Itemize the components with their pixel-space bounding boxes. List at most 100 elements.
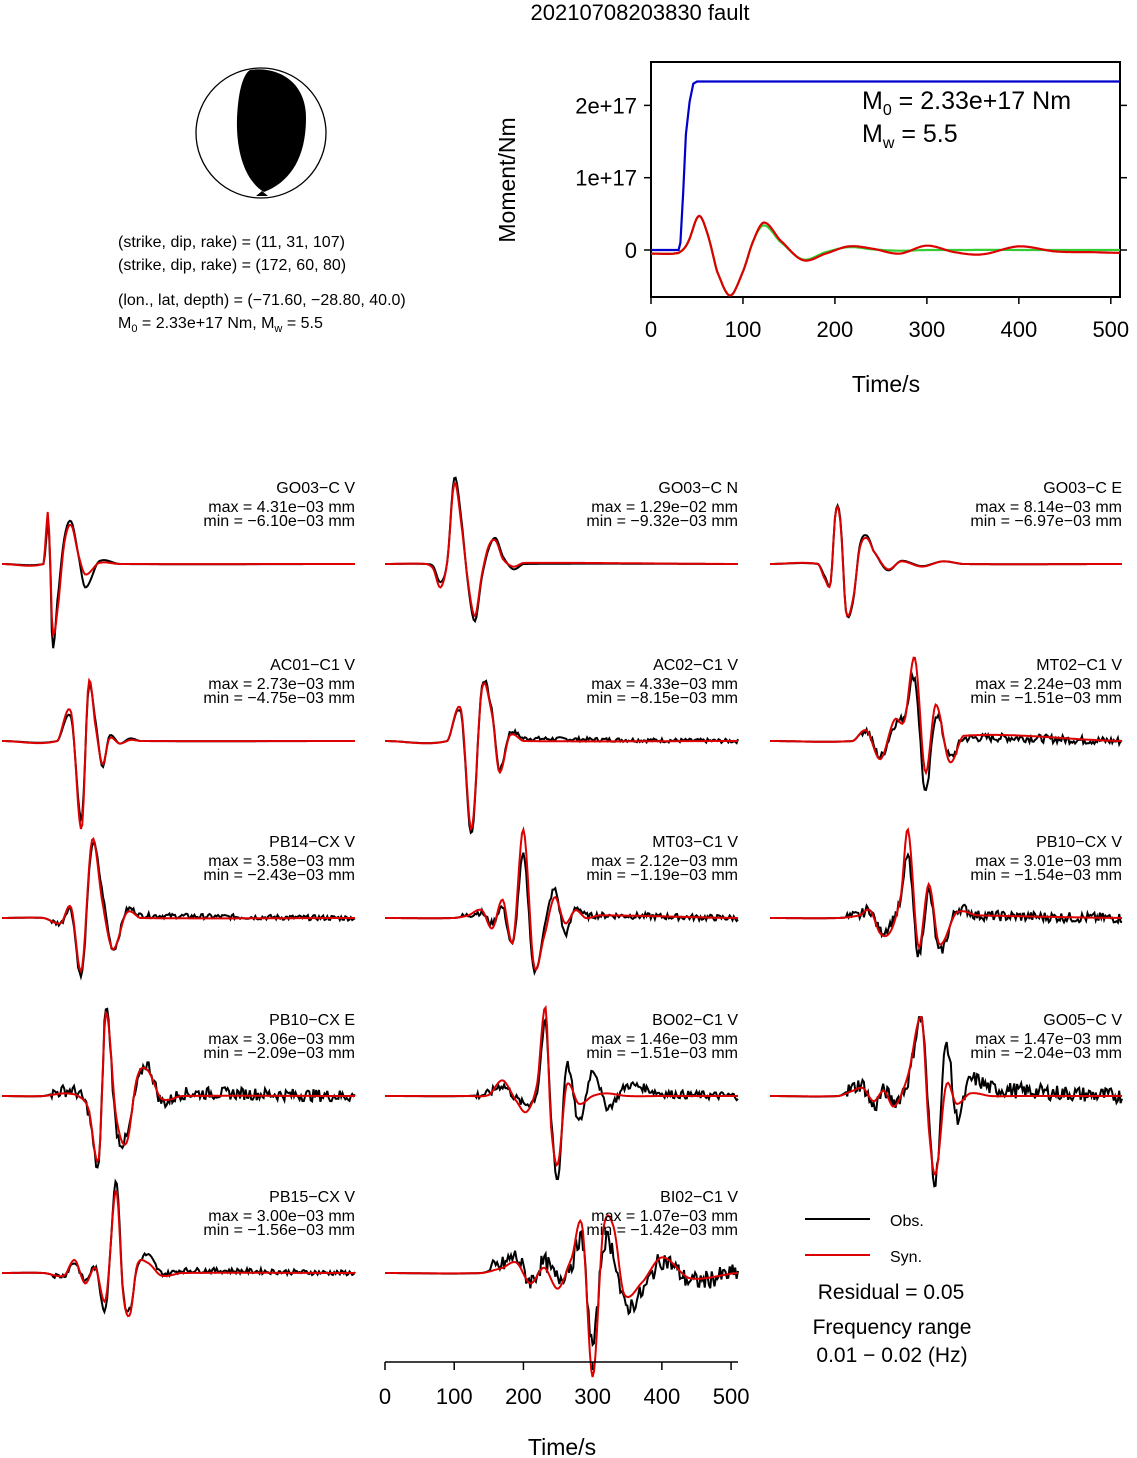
focal-info: (strike, dip, rake) = (11, 31, 107) (str… (118, 234, 406, 335)
residual-text: Residual = 0.05 (818, 1281, 965, 1304)
figure-title: 20210708203830 fault (531, 0, 750, 25)
station-name: PB14−CX V (269, 834, 355, 851)
moment-series (651, 80, 1120, 297)
synthetic-trace (385, 1004, 738, 1167)
station-max: max = 1.46e−03 mm (591, 1031, 738, 1048)
waveform-x-tick-label: 300 (574, 1384, 611, 1409)
waveform-x-tick-label: 400 (644, 1384, 681, 1409)
synthetic-trace (770, 1015, 1122, 1176)
synthetic-trace (385, 1214, 739, 1378)
station-min: min = −1.42e−03 mm (586, 1222, 738, 1239)
station-name: AC02−C1 V (653, 657, 738, 674)
synthetic-trace (385, 681, 738, 831)
station-min: min = −4.75e−03 mm (203, 690, 355, 707)
moment-x-tick-label: 100 (725, 317, 762, 342)
station-min: min = −6.97e−03 mm (970, 513, 1122, 530)
moment-x-tick-label: 500 (1092, 317, 1129, 342)
waveform-x-tick-label: 500 (713, 1384, 750, 1409)
synthetic-trace (770, 656, 1122, 776)
station-min: min = −1.54e−03 mm (970, 867, 1122, 884)
moment-x-tick-label: 200 (817, 317, 854, 342)
station-name: PB10−CX V (1036, 834, 1122, 851)
station-max: max = 4.31e−03 mm (208, 499, 355, 516)
synthetic-trace (2, 677, 355, 830)
moment-y-tick-label: 1e+17 (575, 166, 637, 191)
station-min: min = −9.32e−03 mm (586, 513, 738, 530)
station-max: max = 8.14e−03 mm (975, 499, 1122, 516)
station-name: PB15−CX V (269, 1189, 355, 1206)
waveform-x-tick-label: 0 (379, 1384, 391, 1409)
station-min: min = −1.51e−03 mm (970, 690, 1122, 707)
station-name: AC01−C1 V (270, 657, 355, 674)
focal-moment: M0 = 2.33e+17 Nm, Mw = 5.5 (118, 315, 323, 335)
moment-axis-ticks: 0 100 200 300 400 500 0 1e+17 2e+17 (575, 93, 1129, 342)
station-name: GO03−C E (1043, 480, 1122, 497)
beachball-compressional-area (236, 69, 306, 192)
station-max: max = 2.73e−03 mm (208, 676, 355, 693)
synthetic-trace (385, 826, 738, 972)
station-max: max = 4.33e−03 mm (591, 676, 738, 693)
station-max: max = 1.47e−03 mm (975, 1031, 1122, 1048)
moment-y-tick-label: 0 (625, 238, 637, 263)
station-min: min = −6.10e−03 mm (203, 513, 355, 530)
station-min: min = −2.09e−03 mm (203, 1045, 355, 1062)
station-max: max = 2.12e−03 mm (591, 853, 738, 870)
station-name: MT03−C1 V (652, 834, 738, 851)
station-max: max = 3.01e−03 mm (975, 853, 1122, 870)
synthetic-trace (2, 837, 355, 974)
moment-x-tick-label: 0 (645, 317, 657, 342)
observed-trace (385, 1229, 739, 1348)
station-name: BO02−C1 V (652, 1012, 738, 1029)
station-max: max = 3.06e−03 mm (208, 1031, 355, 1048)
station-min: min = −2.04e−03 mm (970, 1045, 1122, 1062)
station-max: max = 1.29e−02 mm (591, 499, 738, 516)
focal-plane-1: (strike, dip, rake) = (11, 31, 107) (118, 234, 345, 251)
moment-y-tick-label: 2e+17 (575, 93, 637, 118)
legend-obs-label: Obs. (890, 1213, 924, 1230)
station-name: BI02−C1 V (660, 1189, 738, 1206)
moment-x-tick-label: 400 (1000, 317, 1037, 342)
synthetic-trace (2, 1189, 355, 1318)
moment-plot-frame (650, 61, 1121, 298)
beachball-compressional-sliver (256, 191, 268, 196)
station-name: GO03−C V (276, 480, 355, 497)
waveform-x-axis-label: Time/s (528, 1434, 596, 1458)
legend: Obs. Syn. Residual = 0.05 Frequency rang… (805, 1213, 971, 1367)
moment-y-axis-label: Moment/Nm (494, 117, 520, 242)
station-min: min = −1.51e−03 mm (586, 1045, 738, 1062)
station-max: max = 1.07e−03 mm (591, 1208, 738, 1225)
legend-syn-label: Syn. (890, 1249, 922, 1266)
synthetic-trace (385, 482, 738, 618)
moment-m0-annotation: M0 = 2.33e+17 Nm (862, 87, 1071, 119)
moment-series-line-2 (651, 214, 1120, 297)
synthetic-trace (2, 1009, 355, 1164)
station-min: min = −1.56e−03 mm (203, 1222, 355, 1239)
station-max: max = 3.00e−03 mm (208, 1208, 355, 1225)
moment-series-line-0 (651, 80, 1120, 252)
station-min: min = −1.19e−03 mm (586, 867, 738, 884)
focal-plane-2: (strike, dip, rake) = (172, 60, 80) (118, 257, 346, 274)
station-max: max = 2.24e−03 mm (975, 676, 1122, 693)
moment-mw-annotation: Mw = 5.5 (862, 120, 958, 152)
station-min: min = −8.15e−03 mm (586, 690, 738, 707)
synthetic-trace (2, 511, 355, 638)
synthetic-trace (770, 504, 1122, 617)
moment-x-tick-label: 300 (909, 317, 946, 342)
frequency-range-title: Frequency range (813, 1316, 972, 1339)
station-name: GO03−C N (658, 480, 738, 497)
beachball (195, 67, 327, 199)
focal-location: (lon., lat, depth) = (−71.60, −28.80, 40… (118, 292, 406, 309)
